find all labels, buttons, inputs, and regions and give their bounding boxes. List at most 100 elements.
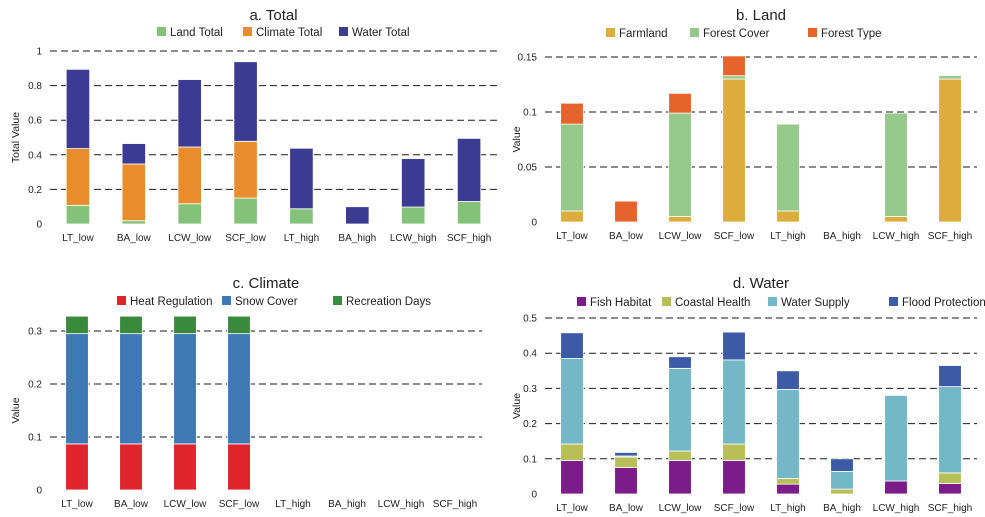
chart-panel-water: d. Water Fish Habitat Coastal Health Water … [511,275,985,514]
bar-land-total-lt-low [65,204,91,225]
x-tick-label: SCF_high [928,503,972,514]
bar-forest-type-lt-low [560,102,584,125]
bar-water-total-scf-low [233,61,258,142]
legend-label-farmland: Farmland [619,28,668,40]
x-tick-label: LCW_low [659,503,703,514]
legend-label-climate-total: Climate Total [256,27,322,39]
legend-label-coastal-health: Coastal Health [675,297,750,309]
bar-forest-cover-lcw-high [884,112,908,217]
y-tick-label: 0 [36,486,42,497]
bar-climate-total-scf-low [233,140,258,199]
bar-water-supply-ba-high [830,471,854,490]
x-tick-label: LT_low [556,503,588,514]
legend-swatch-forest-type [808,28,817,37]
bar-recreation-days-scf-low [227,315,251,335]
y-tick-label: 0.3 [523,384,537,395]
x-tick-label: LCW_high [390,233,437,244]
legend-swatch-heat-regulation [117,296,126,305]
x-tick-label: BA_high [823,503,861,514]
bar-snow-cover-ba-low [119,333,143,445]
x-tick-label: LCW_low [659,231,703,242]
x-tick-label: SCF_high [433,499,477,510]
y-tick-label: 0.1 [523,454,537,465]
bar-water-total-lcw-high [401,158,426,208]
y-tick-label: 0.4 [523,349,537,360]
bar-fish-habitat-lt-low [560,460,584,495]
x-tick-label: LT_high [770,503,805,514]
bar-recreation-days-lcw-low [173,315,197,335]
x-tick-label: SCF_high [447,233,491,244]
bar-flood-protection-ba-low [614,452,638,457]
bar-water-total-lcw-low [177,79,202,148]
bar-land-total-ba-low [121,220,146,225]
x-tick-label: LT_low [62,233,94,244]
y-axis-label: Value [10,397,22,423]
y-axis-label: Total Value [10,112,22,163]
bar-forest-type-scf-low [722,55,746,77]
bar-heat-regulation-lcw-low [173,443,197,491]
bar-water-total-lt-low [65,68,91,149]
bar-water-supply-scf-low [722,359,746,445]
x-tick-label: LT_low [61,499,93,510]
x-tick-label: BA_low [609,503,644,514]
legend-swatch-water-supply [768,297,777,306]
y-tick-label: 0.05 [518,163,538,174]
y-tick-label: 0.5 [523,314,537,325]
legend-label-fish-habitat: Fish Habitat [590,297,652,309]
legend-label-recreation-days: Recreation Days [346,296,431,308]
y-axis-label: Value [511,126,523,152]
bar-land-total-scf-low [233,197,258,225]
legend-swatch-farmland [606,28,615,37]
bar-water-total-lt-high [289,147,314,210]
chart-panel-climate: c. Climate Heat Regulation Snow Cover Recre… [10,275,482,510]
bar-forest-cover-scf-low [722,75,746,80]
bar-water-supply-scf-high [938,386,962,474]
bar-flood-protection-lt-low [560,332,584,359]
legend-label-snow-cover: Snow Cover [235,296,298,308]
chart-title: a. Total [249,7,297,24]
x-tick-label: LT_high [275,499,310,510]
x-tick-label: BA_low [117,233,152,244]
bar-recreation-days-lt-low [65,315,89,335]
y-tick-label: 0.4 [28,150,42,161]
y-tick-label: 0.8 [28,81,42,92]
x-tick-label: SCF_low [225,233,266,244]
y-tick-label: 0 [36,220,42,231]
bar-forest-cover-scf-high [938,75,962,80]
bar-forest-cover-lt-low [560,123,584,212]
x-tick-label: SCF_high [928,231,972,242]
legend-label-flood-protection: Flood Protection [902,297,985,309]
bar-water-supply-lt-high [776,389,800,479]
bar-water-supply-lcw-low [668,367,692,452]
bar-fish-habitat-lt-high [776,483,800,495]
legend-swatch-land-total [157,27,166,36]
bar-climate-total-lt-low [65,148,91,206]
bar-farmland-lcw-low [668,216,692,223]
legend-swatch-snow-cover [222,296,231,305]
y-tick-label: 0 [531,490,537,501]
x-tick-label: SCF_low [219,499,260,510]
bar-flood-protection-scf-low [722,331,746,361]
bar-forest-type-ba-low [614,200,638,223]
y-tick-label: 0.1 [523,108,537,119]
x-tick-label: BA_high [338,233,376,244]
chart-panel-land: b. Land Farmland Forest Cover Forest Type Va… [511,7,977,242]
bar-recreation-days-ba-low [119,315,143,335]
y-tick-label: 0 [531,218,537,229]
bar-snow-cover-lcw-low [173,333,197,445]
x-tick-label: LCW_high [378,499,425,510]
x-tick-label: LT_low [556,231,588,242]
bar-coastal-health-ba-high [830,488,854,495]
legend-swatch-climate-total [243,27,252,36]
chart-title: d. Water [733,275,789,292]
bar-coastal-health-scf-low [722,443,746,461]
legend-swatch-water-total [339,27,348,36]
y-tick-label: 0.1 [28,433,42,444]
y-tick-label: 0.2 [28,380,42,391]
bar-coastal-health-lt-high [776,478,800,485]
chart-title: b. Land [736,7,786,24]
bar-snow-cover-scf-low [227,333,251,445]
bar-flood-protection-lcw-low [668,356,692,369]
x-tick-label: BA_high [823,231,861,242]
